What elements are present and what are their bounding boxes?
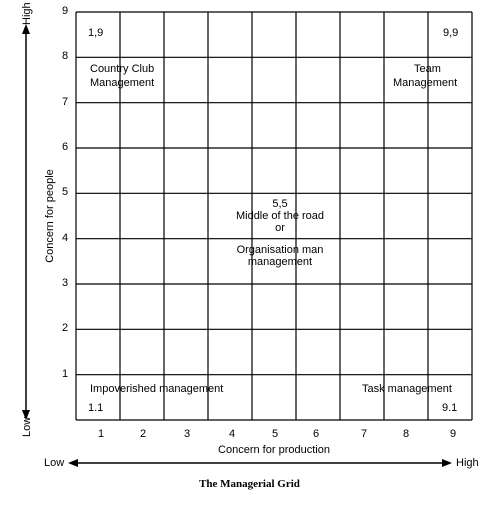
x-tick-label: 3: [184, 428, 191, 440]
country-club-label-line2: Management: [90, 77, 155, 89]
team-label-line2: Management: [393, 77, 458, 89]
x-tick-label: 8: [403, 428, 410, 440]
middle-of-road-line2: or: [275, 222, 285, 234]
team-label-line1: Team: [414, 63, 441, 75]
y-axis-arrow-down-head: [22, 410, 30, 420]
country-club-coord: 1,9: [88, 27, 104, 39]
x-tick-label: 5: [272, 428, 279, 440]
x-tick-label: 9: [450, 428, 457, 440]
y-axis-label: Concern for people: [44, 169, 56, 263]
x-tick-label: 6: [313, 428, 320, 440]
y-low-label: Low: [21, 416, 33, 437]
middle-of-road-line1: Middle of the road: [235, 210, 325, 222]
impoverished-label: Impoverished management: [90, 383, 224, 395]
x-axis-label: Concern for production: [218, 444, 330, 456]
task-coord: 9.1: [442, 402, 458, 414]
x-axis-arrow-left-head: [68, 459, 78, 467]
grid-lines: [75, 11, 473, 421]
y-tick-label: 6: [62, 141, 69, 153]
x-axis-arrow-right-head: [442, 459, 452, 467]
y-tick-label: 5: [62, 186, 69, 199]
country-club-label-line1: Country Club: [90, 63, 155, 75]
x-high-label: High: [456, 457, 479, 469]
x-low-label: Low: [44, 457, 65, 469]
y-axis-arrow-up-head: [22, 24, 30, 34]
task-label: Task management: [362, 383, 452, 395]
figure-caption: The Managerial Grid: [199, 478, 300, 490]
middle-of-road-coord: 5,5: [272, 198, 288, 210]
x-tick-label: 2: [140, 428, 147, 440]
x-tick-label: 4: [229, 428, 236, 440]
x-tick-label: 1: [98, 428, 105, 440]
y-tick-label: 1: [62, 367, 69, 380]
x-tick-label: 7: [361, 428, 368, 440]
middle-of-road-line4: management: [247, 256, 313, 268]
team-coord: 9,9: [443, 27, 459, 39]
y-tick-label: 4: [62, 231, 69, 244]
y-tick-label: 3: [62, 277, 69, 289]
y-tick-label: 7: [62, 95, 69, 108]
y-high-label: High: [21, 2, 33, 25]
y-tick-label: 8: [62, 50, 69, 63]
y-tick-label: 9: [62, 5, 69, 17]
impoverished-coord: 1.1: [88, 402, 104, 414]
y-tick-label: 2: [62, 322, 69, 335]
middle-of-road-line3: Organisation man: [236, 244, 324, 256]
